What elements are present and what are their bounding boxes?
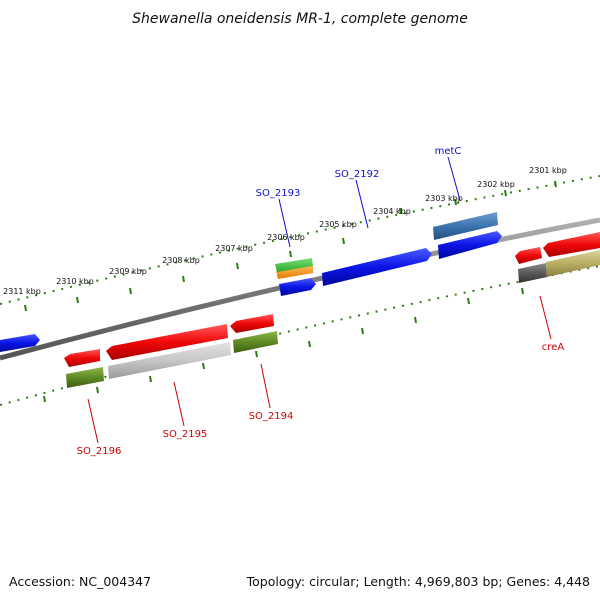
gene-feature[interactable] bbox=[230, 314, 274, 333]
tick-label-2310: 2310 kbp bbox=[56, 277, 94, 286]
gene-feature-green[interactable] bbox=[275, 258, 313, 272]
gene-feature[interactable] bbox=[279, 278, 316, 296]
gene-feature[interactable] bbox=[0, 334, 40, 352]
gene-feature[interactable] bbox=[543, 232, 600, 257]
tick-label-2308: 2308 kbp bbox=[162, 256, 200, 265]
gene-feature[interactable] bbox=[515, 247, 542, 264]
gene-label-SO_2194: SO_2194 bbox=[249, 411, 294, 422]
gene-feature-khaki[interactable] bbox=[546, 250, 600, 277]
gene-label-SO_2192: SO_2192 bbox=[335, 169, 380, 180]
map-title: Shewanella oneidensis MR-1, complete gen… bbox=[132, 11, 468, 27]
gene-feature-olive[interactable] bbox=[66, 367, 104, 388]
inner-scale-dots bbox=[0, 265, 600, 406]
tick-label-2302: 2302 kbp bbox=[477, 180, 515, 189]
tick-label-2307: 2307 kbp bbox=[215, 244, 253, 253]
accession-text: Accession: NC_004347 bbox=[9, 574, 151, 589]
gene-feature[interactable] bbox=[438, 231, 502, 259]
tick-label-2311: 2311 kbp bbox=[3, 287, 41, 296]
gene-feature[interactable] bbox=[106, 324, 228, 360]
tick-label-2304: 2304 kbp bbox=[373, 207, 411, 216]
gene-label-metC: metC bbox=[435, 146, 462, 157]
gene-label-SO_2195: SO_2195 bbox=[163, 429, 208, 440]
gene-label-SO_2193: SO_2193 bbox=[256, 188, 301, 199]
gene-feature-orange[interactable] bbox=[276, 265, 313, 279]
tick-label-2309: 2309 kbp bbox=[109, 267, 147, 276]
outer-scale-labels: 2301 kbp 2302 kbp 2303 kbp 2304 kbp 2305… bbox=[3, 166, 567, 296]
gene-label-creA: creA bbox=[542, 342, 565, 353]
reverse-genes bbox=[64, 232, 600, 388]
forward-genes bbox=[0, 212, 502, 352]
gene-label-SO_2196: SO_2196 bbox=[77, 446, 122, 457]
tick-label-2306: 2306 kbp bbox=[267, 233, 305, 242]
gene-feature-olive[interactable] bbox=[233, 331, 278, 353]
topology-text: Topology: circular; Length: 4,969,803 bp… bbox=[246, 574, 590, 589]
tick-label-2305: 2305 kbp bbox=[319, 220, 357, 229]
label-leaders bbox=[87, 156, 552, 444]
gene-feature-grey[interactable] bbox=[108, 342, 231, 379]
gene-feature-dgrey[interactable] bbox=[518, 263, 547, 283]
outer-scale-ticks bbox=[24, 180, 557, 312]
tick-label-2301: 2301 kbp bbox=[529, 166, 567, 175]
gene-feature[interactable] bbox=[322, 248, 432, 286]
tick-label-2303: 2303 kbp bbox=[425, 194, 463, 203]
inner-scale-ticks bbox=[43, 287, 524, 403]
gene-feature[interactable] bbox=[64, 349, 100, 367]
gene-feature-steel[interactable] bbox=[433, 212, 498, 240]
